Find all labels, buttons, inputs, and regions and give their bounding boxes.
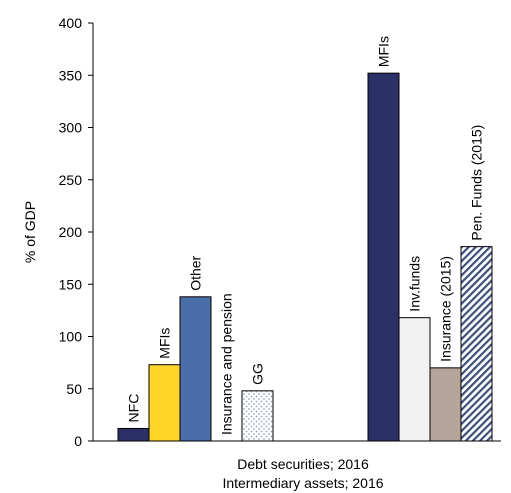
bar-label: GG [250, 363, 266, 385]
bar [460, 246, 493, 442]
bar [117, 427, 150, 442]
bar [148, 364, 181, 442]
y-tick-label: 350 [59, 67, 83, 83]
y-tick-label: 150 [59, 276, 83, 292]
bar-label: NFC [126, 394, 142, 423]
bar-label: Pen. Funds (2015) [469, 125, 485, 241]
y-tick-label: 200 [59, 224, 83, 240]
x-category-label: Debt securities; 2016 [237, 456, 369, 472]
bar [367, 72, 400, 442]
bar-label: Insurance and pension [219, 293, 235, 435]
bar-label: Other [188, 255, 204, 290]
x-category-label: Intermediary assets; 2016 [222, 475, 383, 491]
y-tick-label: 0 [74, 433, 82, 449]
bar [398, 317, 431, 442]
bar [179, 296, 212, 442]
y-tick-label: 400 [59, 15, 83, 31]
bar-label: Insurance (2015) [438, 256, 454, 362]
bar [241, 390, 274, 442]
y-tick-label: 50 [66, 381, 82, 397]
bar-label: MFIs [157, 328, 173, 359]
bar-label: MFIs [376, 36, 392, 67]
bar-label: Inv.funds [407, 256, 423, 312]
y-tick-label: 100 [59, 329, 83, 345]
y-tick-label: 300 [59, 120, 83, 136]
plot-area: 0 50 100 150 200 250 300 350 400 % of GDP NFC MFIs O… [22, 15, 501, 491]
bar [429, 367, 462, 442]
y-axis-title: % of GDP [22, 201, 38, 263]
y-tick-label: 250 [59, 172, 83, 188]
